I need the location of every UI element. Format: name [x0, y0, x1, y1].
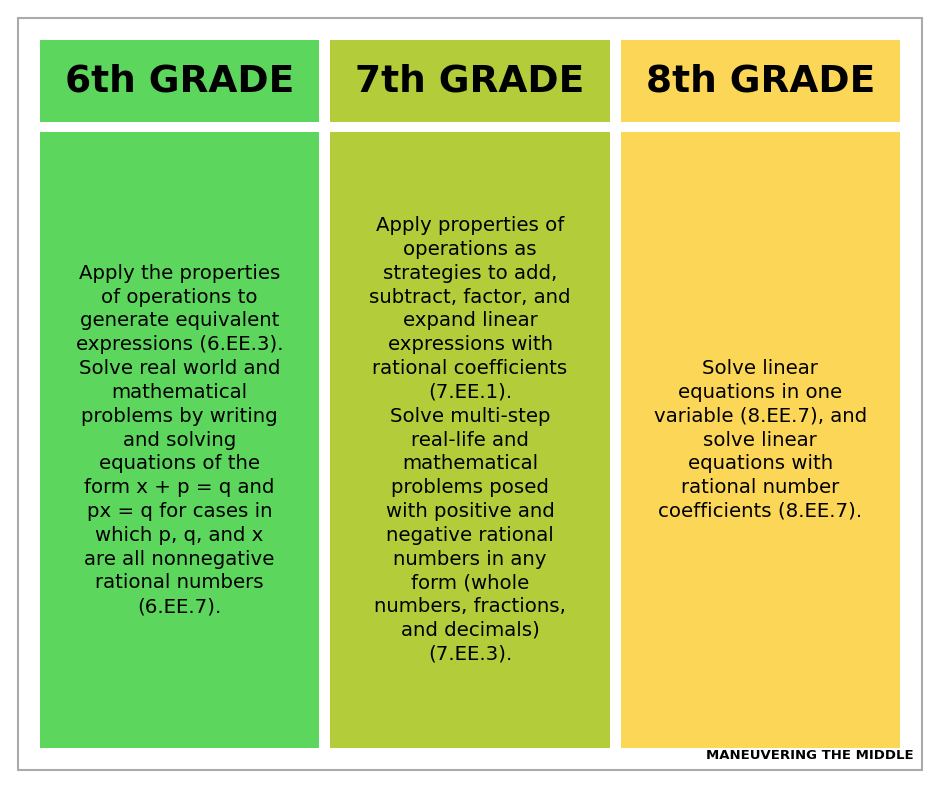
Bar [330, 40, 610, 122]
Text: Solve linear
equations in one
variable (8.EE.7), and
solve linear
equations with: Solve linear equations in one variable (… [654, 359, 867, 521]
Text: Apply the properties
of operations to
generate equivalent
expressions (6.EE.3).
: Apply the properties of operations to ge… [76, 264, 284, 616]
Bar [40, 132, 320, 748]
Bar [40, 40, 320, 122]
Text: Apply properties of
operations as
strategies to add,
subtract, factor, and
expan: Apply properties of operations as strate… [369, 216, 571, 663]
Bar [330, 132, 610, 748]
Text: MANEUVERING THE MIDDLE: MANEUVERING THE MIDDLE [706, 749, 914, 762]
Text: 8th GRADE: 8th GRADE [646, 63, 875, 99]
Bar [620, 132, 900, 748]
Text: 7th GRADE: 7th GRADE [355, 63, 585, 99]
Text: 6th GRADE: 6th GRADE [65, 63, 294, 99]
Bar [620, 40, 900, 122]
